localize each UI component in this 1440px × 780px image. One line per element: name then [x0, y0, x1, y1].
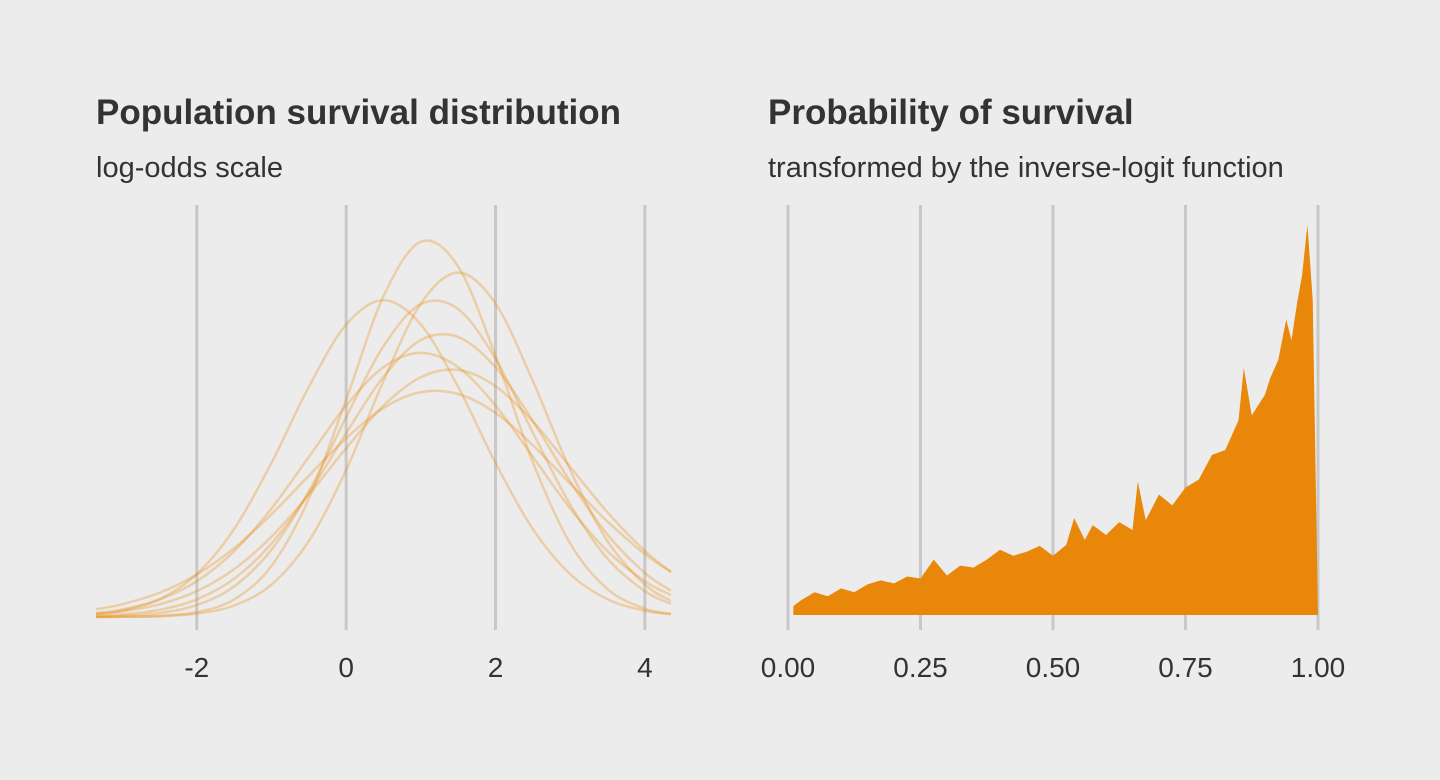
- x-tick-label: 4: [637, 652, 653, 683]
- density-curve: [95, 332, 672, 618]
- chart-subtitle: log-odds scale: [96, 152, 283, 184]
- density-curve: [95, 298, 672, 616]
- x-tick-label: -2: [184, 652, 209, 683]
- density-curve: [95, 239, 672, 619]
- x-tick-label: 0.50: [1026, 652, 1081, 683]
- density-curve: [95, 299, 672, 618]
- density-area: [793, 224, 1318, 615]
- density-curve: [95, 389, 672, 611]
- x-tick-label: 1.00: [1291, 652, 1346, 683]
- chart-subtitle: transformed by the inverse-logit functio…: [768, 152, 1284, 184]
- x-tick-label: 0.25: [893, 652, 948, 683]
- x-tick-label: 2: [488, 652, 504, 683]
- density-curve: [95, 368, 672, 616]
- x-tick-label: 0: [338, 652, 354, 683]
- density-curve: [95, 271, 672, 619]
- density-curve: [95, 351, 672, 615]
- x-tick-label: 0.75: [1158, 652, 1213, 683]
- chart-title: Probability of survival: [768, 93, 1134, 132]
- x-tick-label: 0.00: [761, 652, 816, 683]
- chart-title: Population survival distribution: [96, 93, 621, 132]
